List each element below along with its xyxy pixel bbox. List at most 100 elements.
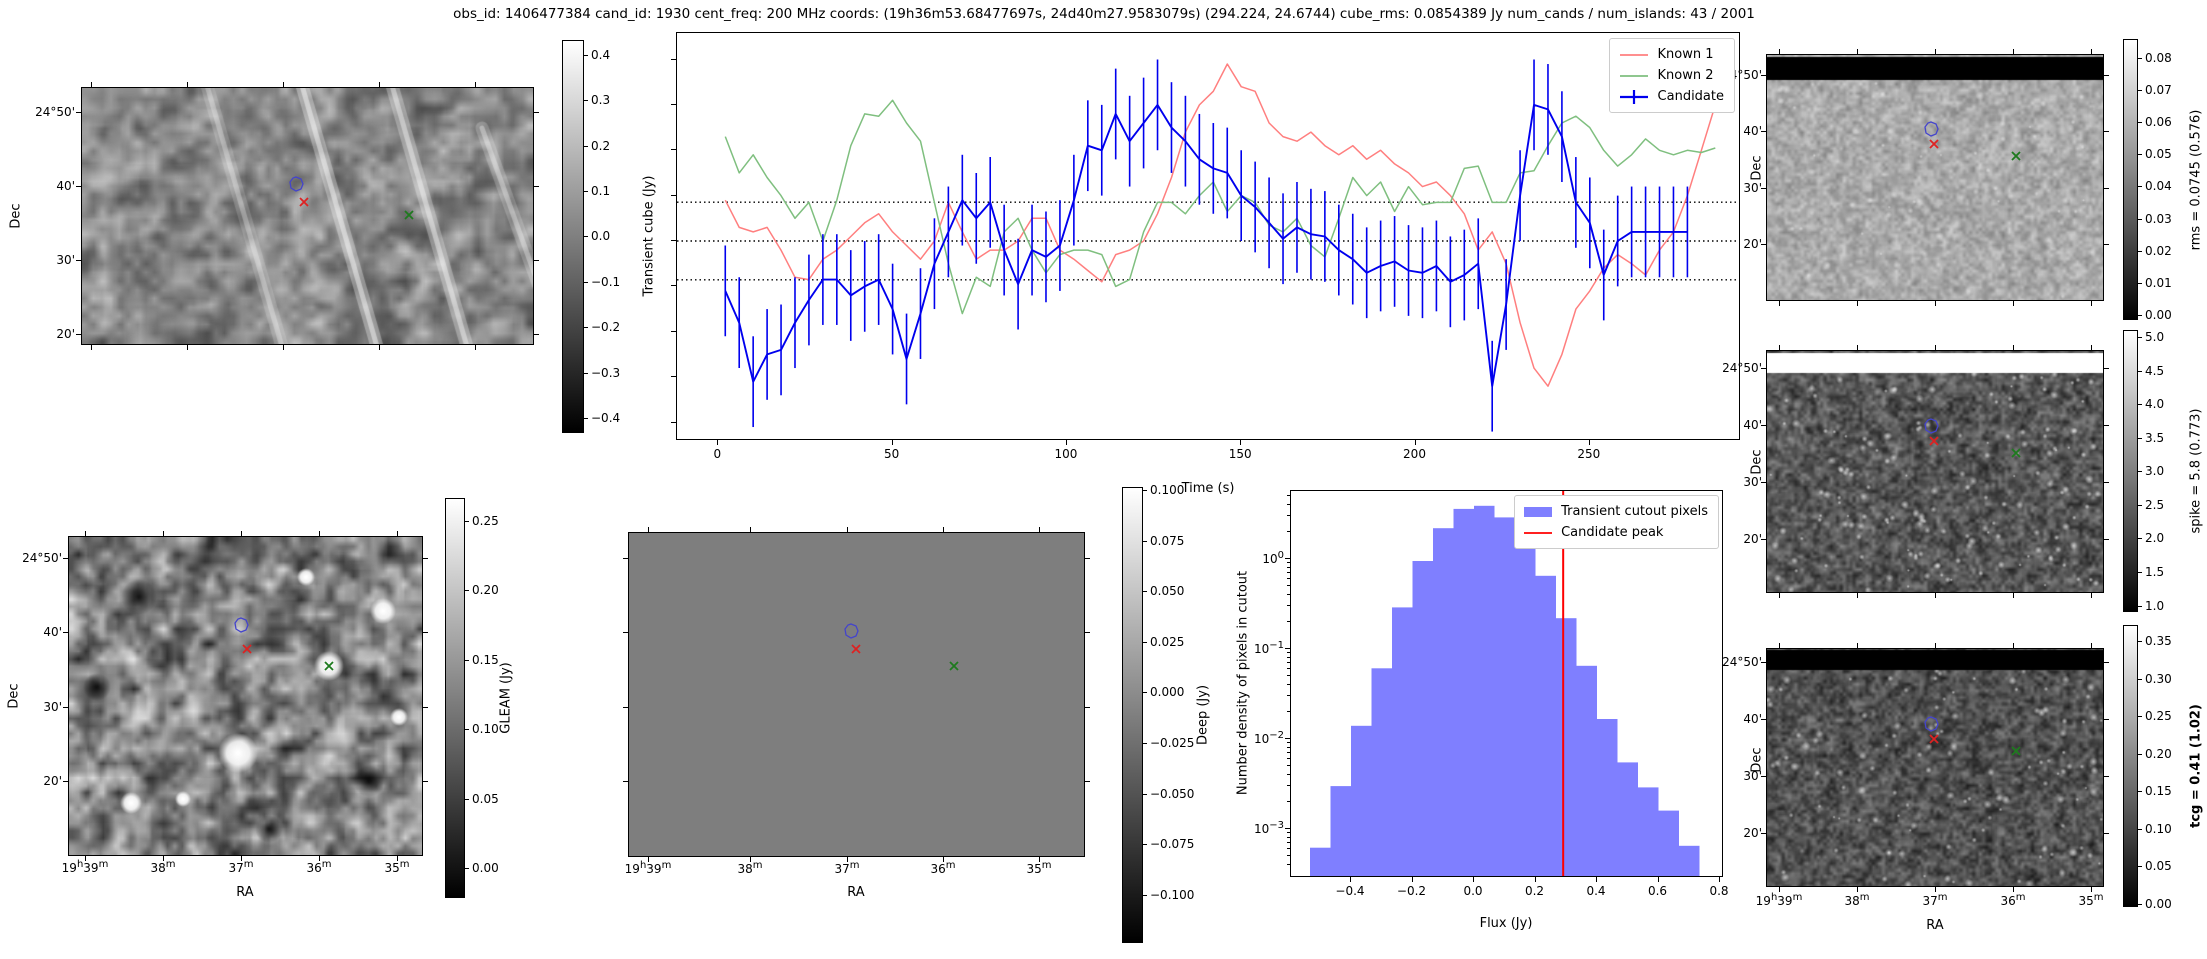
dec-axis-label: Dec (6, 683, 22, 709)
ra-tick-label: 35m (2078, 892, 2104, 908)
axis-tick (1287, 656, 1290, 658)
tcg-ra-label: RA (1926, 918, 1944, 933)
axis-tick (1761, 539, 1766, 540)
axis-tick (2013, 49, 2014, 54)
axis-tick (76, 334, 81, 335)
lightcurve-legend: Known 1 Known 2 Candidate (1608, 38, 1735, 113)
ra-tick-label: 36m (930, 860, 956, 876)
dec-axis-label: Dec (8, 203, 24, 229)
axis-tick (2138, 904, 2142, 905)
known2-line-icon (1619, 74, 1648, 77)
ra-tick-label: 36m (2000, 892, 2026, 908)
axis-tick (584, 100, 588, 101)
spike-colorbar (2123, 330, 2138, 612)
axis-tick (584, 373, 588, 374)
axis-tick (1287, 585, 1290, 587)
legend-label: Candidate (1657, 89, 1724, 104)
lightcurve-canvas (677, 59, 1739, 432)
axis-tick (1761, 244, 1766, 245)
axis-tick (2138, 505, 2142, 506)
axis-tick (943, 857, 944, 862)
axis-tick (187, 345, 188, 350)
axis-tick (423, 707, 428, 708)
axis-tick (2138, 606, 2142, 607)
rms-colorbar-label: rms = 0.0745 (0.576) (2188, 109, 2204, 251)
colorbar-tick-label: 0.10 (472, 722, 499, 736)
axis-tick (1779, 643, 1780, 648)
axis-tick (1287, 605, 1290, 607)
axis-tick (85, 856, 86, 861)
axis-tick (2091, 49, 2092, 54)
axis-tick (1779, 593, 1780, 598)
ra-tick-label: 36m (306, 859, 332, 875)
axis-tick (2138, 866, 2142, 867)
axis-tick (465, 660, 469, 661)
axis-tick (717, 440, 719, 445)
axis-tick (2138, 572, 2142, 573)
axis-tick (1935, 593, 1936, 598)
dec-tick-label: 30' (56, 253, 75, 267)
flux-tick-label: −0.2 (1396, 884, 1427, 898)
axis-tick (2138, 754, 2142, 755)
axis-tick (623, 632, 628, 633)
axis-tick (91, 82, 92, 87)
rms-colorbar (2123, 39, 2138, 320)
colorbar-tick-label: 2.5 (2145, 498, 2165, 512)
axis-tick (1287, 683, 1290, 685)
axis-tick (2138, 791, 2142, 792)
axis-tick (1935, 49, 1936, 54)
axis-tick (63, 558, 68, 559)
axis-tick (76, 260, 81, 261)
colorbar-tick-label: 0.4 (591, 48, 611, 62)
axis-tick (671, 421, 676, 423)
axis-tick (423, 558, 428, 559)
ra-tick-label: 37m (1922, 892, 1948, 908)
axis-tick (1857, 345, 1858, 350)
axis-tick (1287, 785, 1290, 787)
ra-tick-label: 35m (1026, 860, 1052, 876)
axis-tick (2138, 371, 2142, 372)
flux-tick-label: 0.2 (1524, 884, 1545, 898)
axis-tick (1143, 591, 1147, 592)
density-tick-label: 10−1 (1253, 640, 1284, 656)
colorbar-tick-label: 0.2 (591, 139, 611, 153)
axis-tick (534, 260, 539, 261)
colorbar-tick-label: 0.08 (2145, 51, 2172, 65)
axis-tick (2104, 719, 2109, 720)
colorbar-tick-label: −0.050 (1150, 787, 1195, 801)
axis-tick (1287, 566, 1290, 568)
axis-tick (2091, 301, 2092, 306)
axis-tick (1143, 692, 1147, 693)
axis-tick (1779, 887, 1780, 892)
axis-tick (2104, 188, 2109, 189)
axis-tick (163, 856, 164, 861)
pixel-histogram-plot: Transient cutout pixels Candidate peak (1290, 490, 1723, 877)
dec-tick-label: 20' (1743, 826, 1762, 840)
axis-tick (283, 82, 284, 87)
axis-tick (1761, 188, 1766, 189)
axis-tick (1779, 345, 1780, 350)
colorbar-tick-label: 0.25 (2145, 709, 2172, 723)
dec-tick-label: 40' (1743, 124, 1762, 138)
histogram-canvas (1310, 491, 1700, 876)
dec-tick-label: 20' (56, 327, 75, 341)
gleam-cutout-image (68, 536, 423, 856)
axis-tick (63, 781, 68, 782)
axis-tick (475, 345, 476, 350)
colorbar-tick-label: 4.5 (2145, 364, 2165, 378)
axis-tick (671, 285, 676, 287)
axis-tick (1287, 495, 1290, 497)
deep-colorbar-label: Deep (Jy) (1195, 684, 1211, 746)
axis-tick (1143, 490, 1147, 491)
axis-tick (76, 112, 81, 113)
axis-tick (2138, 641, 2142, 642)
colorbar-tick-label: 0.00 (2145, 308, 2172, 322)
axis-tick (1935, 301, 1936, 306)
dec-tick-label: 40' (1743, 418, 1762, 432)
tcg-colorbar (2123, 625, 2138, 907)
axis-tick (1240, 440, 1242, 445)
axis-tick (423, 781, 428, 782)
spike-cutout-image (1766, 350, 2104, 593)
axis-tick (2138, 538, 2142, 539)
axis-tick (1761, 75, 1766, 76)
